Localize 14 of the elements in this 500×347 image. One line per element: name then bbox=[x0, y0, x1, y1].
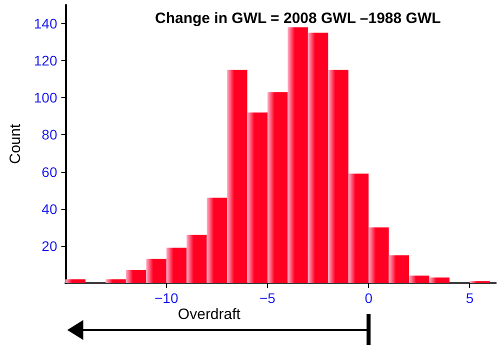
x-tick-label: 0 bbox=[364, 290, 373, 306]
y-tick-label: 120 bbox=[34, 52, 58, 69]
y-tick-label: 100 bbox=[34, 90, 58, 106]
y-tick-label: 60 bbox=[42, 164, 58, 180]
text: Overdraft bbox=[178, 306, 242, 323]
y-tick-label: 20 bbox=[42, 238, 58, 254]
y-tick-label: 140 bbox=[34, 16, 58, 32]
x-tick-label: −5 bbox=[260, 290, 276, 306]
y-axis-title: Count bbox=[7, 123, 24, 164]
y-tick-label: 40 bbox=[42, 200, 58, 217]
x-tick-label: −10 bbox=[154, 290, 178, 306]
x-tick-label: 5 bbox=[466, 290, 474, 306]
y-tick-label: 80 bbox=[42, 126, 58, 143]
chart-title: Change in GWL = 2008 GWL –1988 GWL bbox=[155, 10, 441, 27]
